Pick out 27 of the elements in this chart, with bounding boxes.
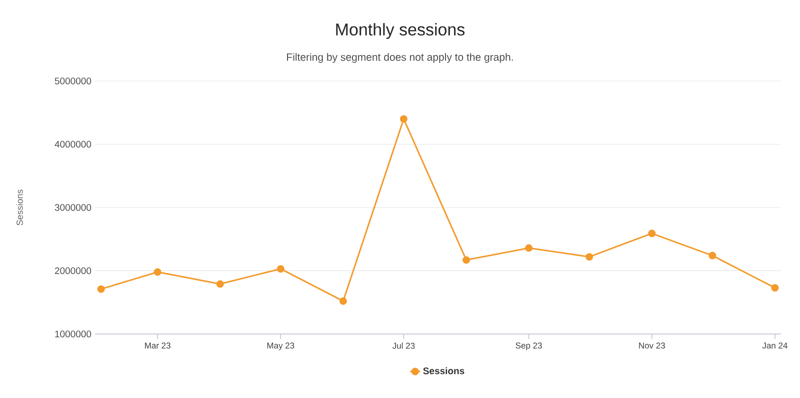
point <box>216 280 224 288</box>
x-tick-label: Nov 23 <box>639 342 665 349</box>
point <box>771 284 779 292</box>
chart-subtitle: Filtering by segment does not apply to the graph. <box>287 53 513 63</box>
point <box>276 265 284 273</box>
point <box>97 285 105 293</box>
y-tick-label: 3000000 <box>54 204 92 211</box>
point <box>525 244 533 252</box>
x-tick-label: Jan 24 <box>762 342 788 349</box>
point <box>708 252 716 260</box>
y-tick-label: 2000000 <box>54 267 92 274</box>
point <box>154 268 162 276</box>
y-tick-label: 5000000 <box>54 78 92 84</box>
legend-label: Sessions <box>423 367 464 374</box>
y-tick-label: 4000000 <box>54 140 92 148</box>
point <box>648 230 656 238</box>
y-tick-label: 1000000 <box>55 330 92 338</box>
x-tick-label: Sep 23 <box>516 342 542 350</box>
y-axis-title: Sessions <box>16 190 23 226</box>
point <box>586 253 594 261</box>
point <box>339 297 347 305</box>
x-tick-label: May 23 <box>267 342 294 350</box>
point <box>400 115 408 123</box>
x-tick-label: Jul 23 <box>392 342 415 349</box>
chart-title: Monthly sessions <box>336 23 465 39</box>
x-tick-label: Mar 23 <box>145 342 170 349</box>
point <box>462 256 470 264</box>
